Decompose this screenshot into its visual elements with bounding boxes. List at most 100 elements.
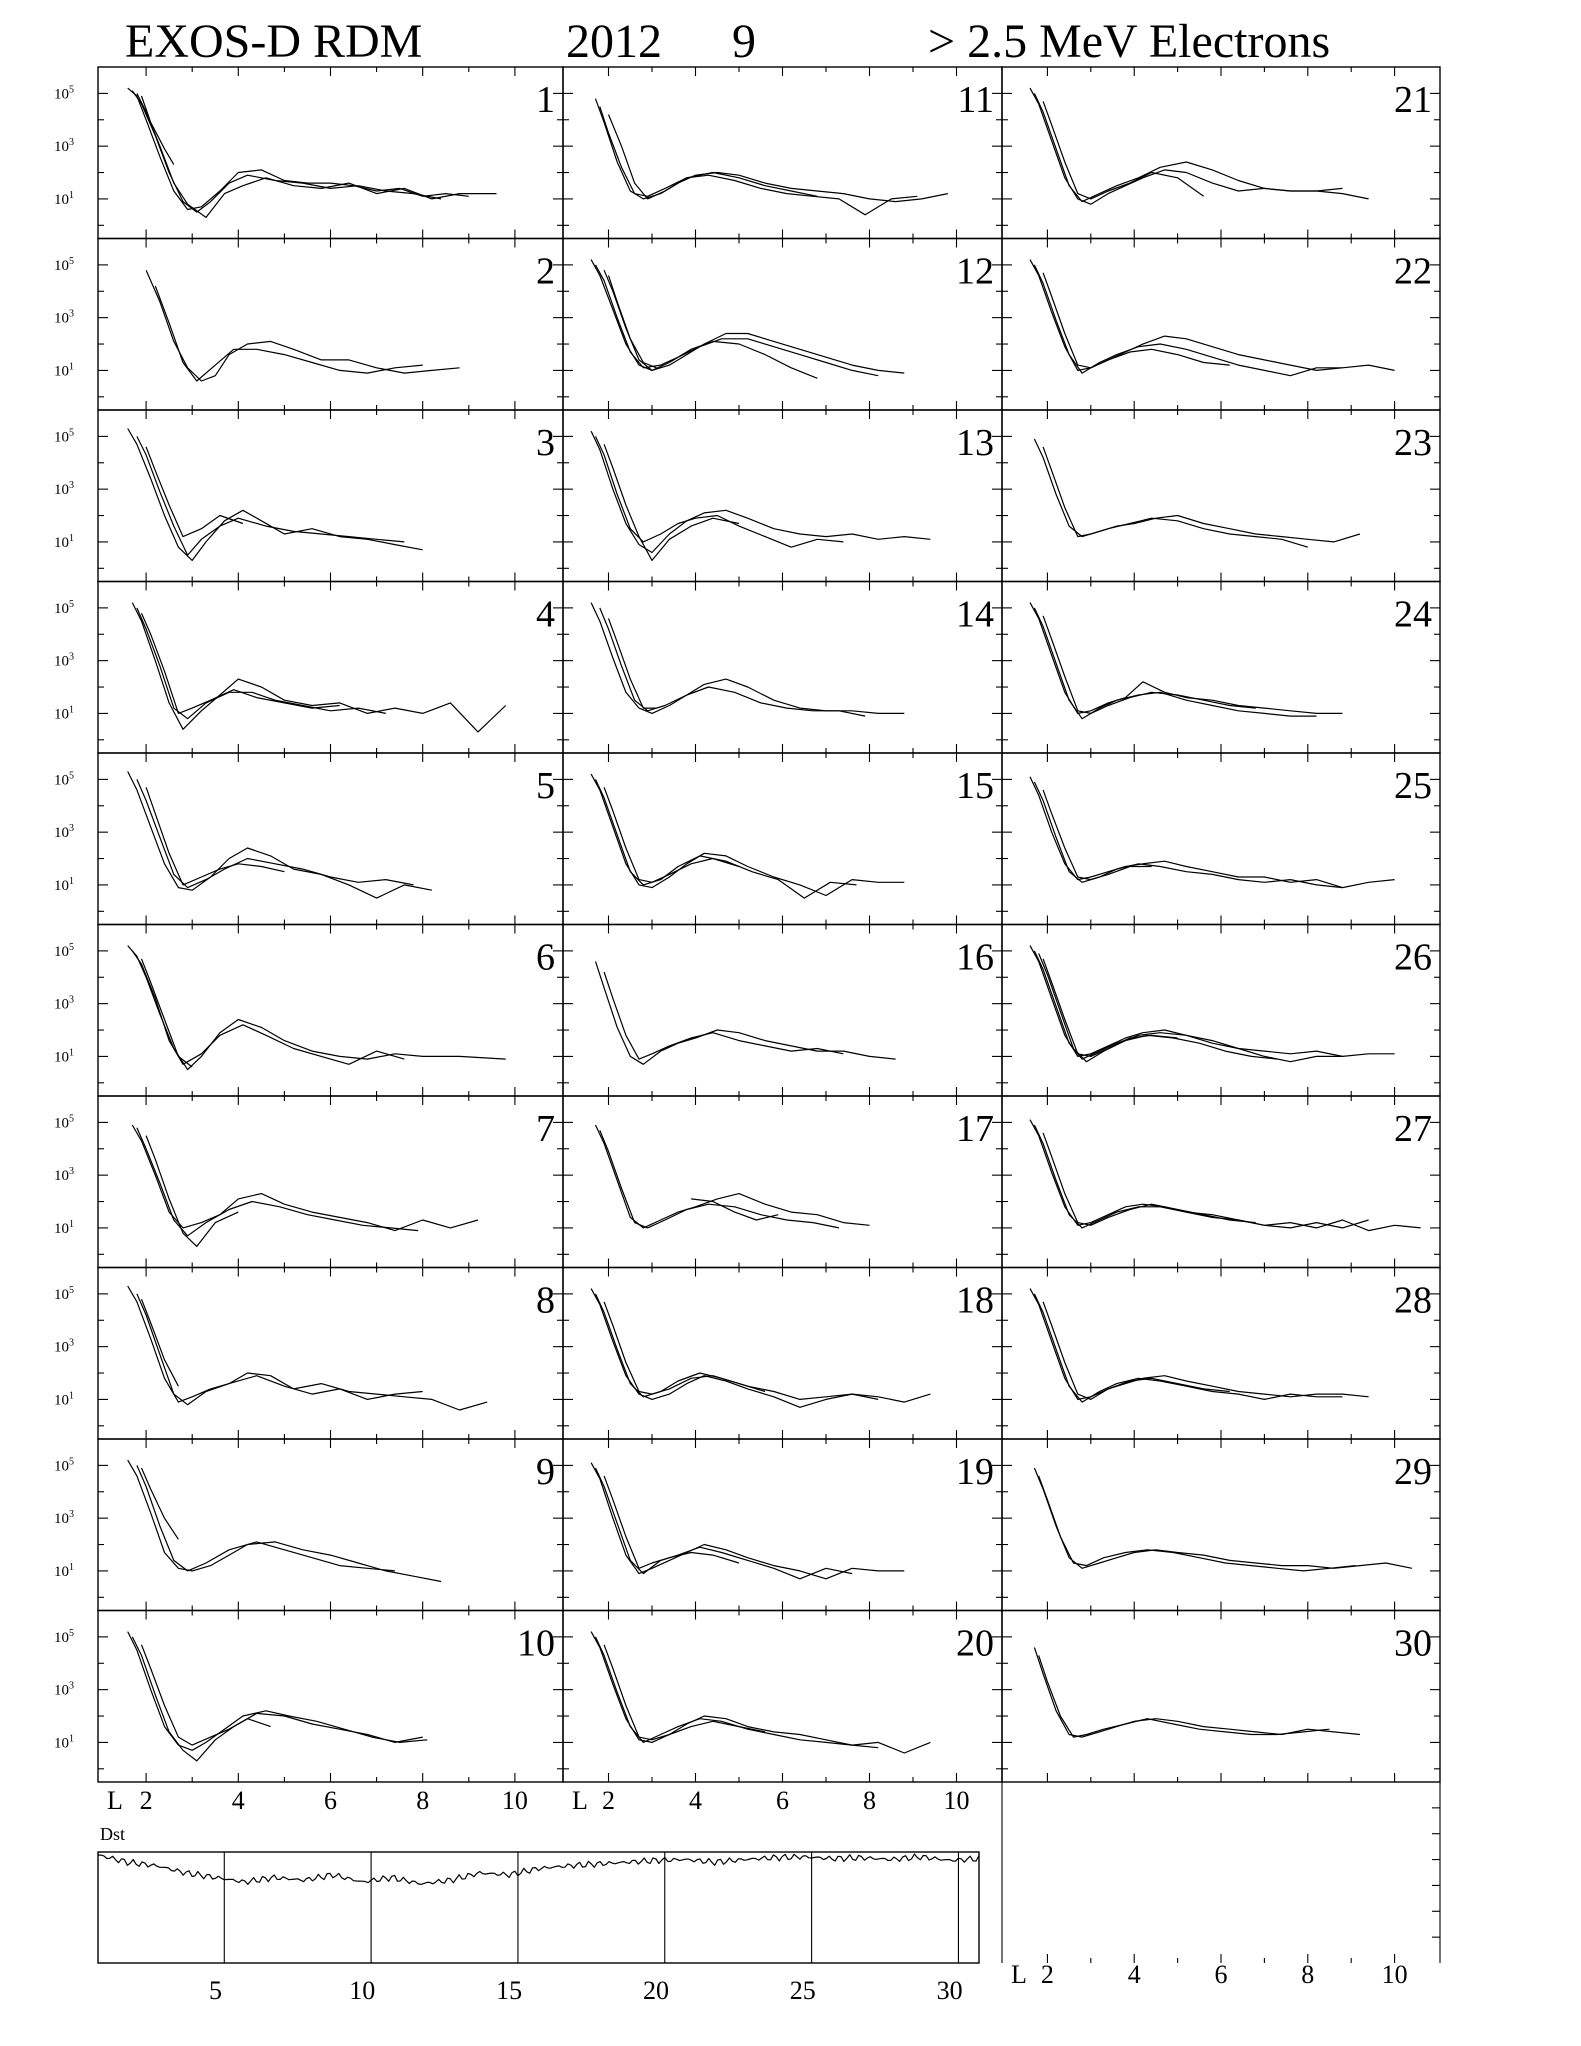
profile-line-day-20-3 (603, 1644, 766, 1741)
profile-line-day-19-3 (603, 1475, 740, 1569)
panel-day-number: 2 (536, 251, 555, 293)
y-tick-label: 103 (54, 1681, 74, 1699)
profile-line-day-8-2 (136, 1293, 423, 1406)
panel-day-21: 21 (1001, 66, 1441, 240)
profile-line-day-25-1 (1029, 776, 1395, 889)
panel-day-5: 105 103 101 5 (54, 752, 564, 926)
panel-day-number: 5 (536, 765, 555, 807)
panel-day-12: 12 (562, 237, 1003, 411)
y-tick-label: 101 (54, 1733, 74, 1751)
profile-line-day-22-1 (1029, 259, 1395, 371)
profile-line-day-6-2 (131, 950, 405, 1065)
y-tick-label: 101 (54, 1219, 74, 1237)
y-tick-label: 101 (54, 704, 74, 722)
profile-line-day-14-3 (607, 618, 657, 709)
panel-frame (97, 752, 564, 926)
profile-line-day-9-3 (140, 1467, 179, 1540)
profile-line-day-4-1 (131, 602, 507, 733)
panel-frame (562, 580, 1003, 754)
profile-line-day-21-1 (1029, 87, 1369, 205)
profile-line-day-30-1 (1033, 1647, 1360, 1738)
dst-tick-label: 20 (643, 1976, 669, 2005)
profile-line-day-26-2 (1033, 950, 1343, 1063)
profile-line-day-16-2 (603, 971, 844, 1060)
profile-line-day-24-3 (1042, 615, 1256, 715)
profile-line-day-8-3 (140, 1298, 179, 1387)
title-month: 9 (732, 15, 756, 68)
dst-tick-label: 25 (790, 1976, 816, 2005)
panel-day-22: 22 (1001, 237, 1441, 411)
profile-line-day-11-2 (599, 106, 918, 216)
panel-day-number: 8 (536, 1280, 555, 1322)
profile-line-day-26-1 (1029, 945, 1395, 1058)
profile-line-day-28-3 (1042, 1301, 1230, 1401)
y-tick-label: 103 (54, 137, 74, 155)
panel-frame (562, 1095, 1003, 1269)
profile-line-day-26-4 (1042, 958, 1178, 1058)
x-tick-label: 10 (944, 1786, 970, 1815)
panel-day-number: 23 (1394, 422, 1432, 464)
panel-day-3: 105 103 101 3 (54, 409, 564, 583)
profile-line-day-12-1 (590, 259, 905, 374)
y-tick-label: 105 (54, 256, 74, 274)
y-tick-label: 101 (54, 533, 74, 551)
y-tick-label: 101 (54, 190, 74, 208)
profile-line-day-21-2 (1033, 93, 1343, 203)
x-tick-label: 2 (140, 1786, 153, 1815)
x-tick-label: 6 (776, 1786, 789, 1815)
x-axis-symbol: L (107, 1786, 123, 1815)
profile-line-day-16-1 (594, 961, 896, 1065)
panel-day-29: 29 (1001, 1438, 1441, 1612)
x-tick-label: 8 (416, 1786, 429, 1815)
panel-grid: 1051031011105103101210510310131051031014… (54, 66, 1441, 1783)
panel-frame (1001, 1438, 1441, 1612)
profile-line-day-17-1 (594, 1124, 870, 1229)
panel-day-28: 28 (1001, 1266, 1441, 1440)
profile-line-day-8-1 (127, 1285, 488, 1411)
panel-day-16: 16 (562, 923, 1003, 1097)
panel-day-number: 14 (956, 594, 994, 636)
profile-line-day-20-2 (594, 1636, 879, 1749)
panel-frame (97, 1438, 564, 1612)
panel-day-30: 30 (1001, 1609, 1441, 1783)
panel-day-27: 27 (1001, 1095, 1441, 1269)
profile-line-day-14-2 (599, 607, 866, 717)
dst-tick-label: 10 (349, 1976, 375, 2005)
x-axes: L 2 4 6 8 10 L 2 4 6 8 10L 2 4 6 8 10 (107, 1782, 1441, 1989)
profile-line-day-29-1 (1033, 1467, 1413, 1569)
profile-line-day-12-4 (607, 275, 657, 369)
x-tick-label: 4 (689, 1786, 702, 1815)
panel-day-19: 19 (562, 1438, 1003, 1612)
profile-line-day-5-2 (136, 779, 414, 889)
profile-line-day-28-2 (1033, 1293, 1343, 1403)
profile-line-day-4-3 (140, 612, 340, 715)
x-tick-label: 2 (1041, 1960, 1054, 1989)
profile-line-day-28-1 (1029, 1288, 1369, 1401)
panel-day-number: 25 (1394, 765, 1432, 807)
profile-line-day-25-2 (1033, 781, 1343, 889)
panel-day-20: 20 (562, 1609, 1003, 1783)
profile-line-day-18-3 (603, 1301, 766, 1395)
y-tick-label: 105 (54, 427, 74, 445)
panel-day-1: 105 103 101 1 (54, 66, 564, 240)
y-tick-label: 103 (54, 480, 74, 498)
panel-frame (1001, 1266, 1441, 1440)
profile-line-day-9-1 (127, 1459, 442, 1583)
profile-line-day-21-3 (1042, 101, 1204, 200)
y-tick-label: 105 (54, 1456, 74, 1474)
profile-line-day-13-3 (603, 444, 740, 562)
dst-frame (97, 1851, 980, 1964)
panel-day-number: 17 (956, 1108, 994, 1150)
panel-day-number: 29 (1394, 1451, 1432, 1493)
panel-day-number: 13 (956, 422, 994, 464)
panel-day-8: 105 103 101 8 (54, 1266, 564, 1440)
panel-day-number: 3 (536, 422, 555, 464)
profile-line-day-3-1 (127, 428, 423, 562)
y-tick-label: 103 (54, 1166, 74, 1184)
panel-frame (562, 237, 1003, 411)
panel-frame (1001, 237, 1441, 411)
panel-day-17: 17 (562, 1095, 1003, 1269)
dst-line (97, 1853, 980, 1886)
panel-frame (1001, 409, 1441, 583)
profile-line-day-10-1 (127, 1631, 428, 1751)
